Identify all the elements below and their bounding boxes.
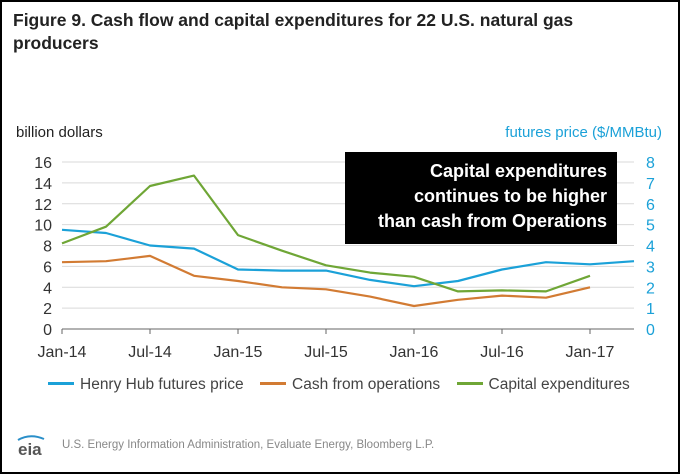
y-left-tick-label: 2 xyxy=(43,301,52,318)
x-tick-label: Jul-14 xyxy=(128,344,172,361)
x-tick-label: Jul-15 xyxy=(304,344,348,361)
y-right-tick-label: 8 xyxy=(646,155,655,172)
x-tick-label: Jan-15 xyxy=(214,344,263,361)
y-right-tick-label: 2 xyxy=(646,280,655,297)
y-right-tick-label: 6 xyxy=(646,197,655,214)
callout-box: Capital expenditures continues to be hig… xyxy=(345,152,617,244)
x-tick-label: Jan-16 xyxy=(390,344,439,361)
legend-item-capex: Capital expenditures xyxy=(456,376,630,394)
y-right-tick-label: 3 xyxy=(646,259,655,276)
x-tick-label: Jan-17 xyxy=(566,344,615,361)
legend-label-henry-hub: Henry Hub futures price xyxy=(80,376,244,393)
y-left-tick-label: 0 xyxy=(43,322,52,339)
series-line-cash-from-operations xyxy=(61,254,591,308)
callout-line-2: continues to be higher xyxy=(413,186,607,206)
legend-swatch-capex xyxy=(456,382,483,386)
y-right-tick-label: 4 xyxy=(646,239,655,256)
y-left-tick-label: 14 xyxy=(34,176,52,193)
y-right-tick-label: 7 xyxy=(646,176,655,193)
legend-item-cash: Cash from operations xyxy=(260,376,440,394)
legend-swatch-cash xyxy=(260,382,286,386)
y-right-tick-label: 5 xyxy=(646,218,655,235)
left-axis-label: billion dollars xyxy=(16,124,103,141)
callout-line-3: than cash from Operations xyxy=(377,211,607,231)
y-right-tick-label: 1 xyxy=(646,301,655,318)
y-left-tick-label: 6 xyxy=(43,259,52,276)
legend-item-henry-hub: Henry Hub futures price xyxy=(48,376,244,394)
callout-line-1: Capital expenditures xyxy=(429,161,607,181)
eia-logo-icon: eia xyxy=(17,435,45,457)
x-tick-label: Jul-16 xyxy=(480,344,524,361)
y-left-tick-label: 16 xyxy=(34,155,52,172)
source-note: U.S. Energy Information Administration, … xyxy=(62,439,435,451)
y-left-tick-label: 10 xyxy=(34,218,52,235)
y-right-tick-label: 0 xyxy=(646,322,655,339)
y-left-tick-label: 4 xyxy=(43,280,52,297)
legend-label-cash: Cash from operations xyxy=(292,376,441,393)
right-axis-label: futures price ($/MMBtu) xyxy=(505,124,662,141)
chart-legend: Henry Hub futures price Cash from operat… xyxy=(48,376,642,394)
series-line-henry-hub xyxy=(61,228,635,288)
x-tick-label: Jan-14 xyxy=(38,344,87,361)
legend-label-capex: Capital expenditures xyxy=(488,376,630,393)
legend-swatch-henry-hub xyxy=(48,382,74,386)
chart-title: Figure 9. Cash flow and capital expendit… xyxy=(13,10,574,53)
y-left-tick-label: 8 xyxy=(43,239,52,256)
y-left-tick-label: 12 xyxy=(34,197,52,214)
series-line-capital-expenditures xyxy=(61,174,591,293)
eia-logo-text: eia xyxy=(18,440,42,457)
